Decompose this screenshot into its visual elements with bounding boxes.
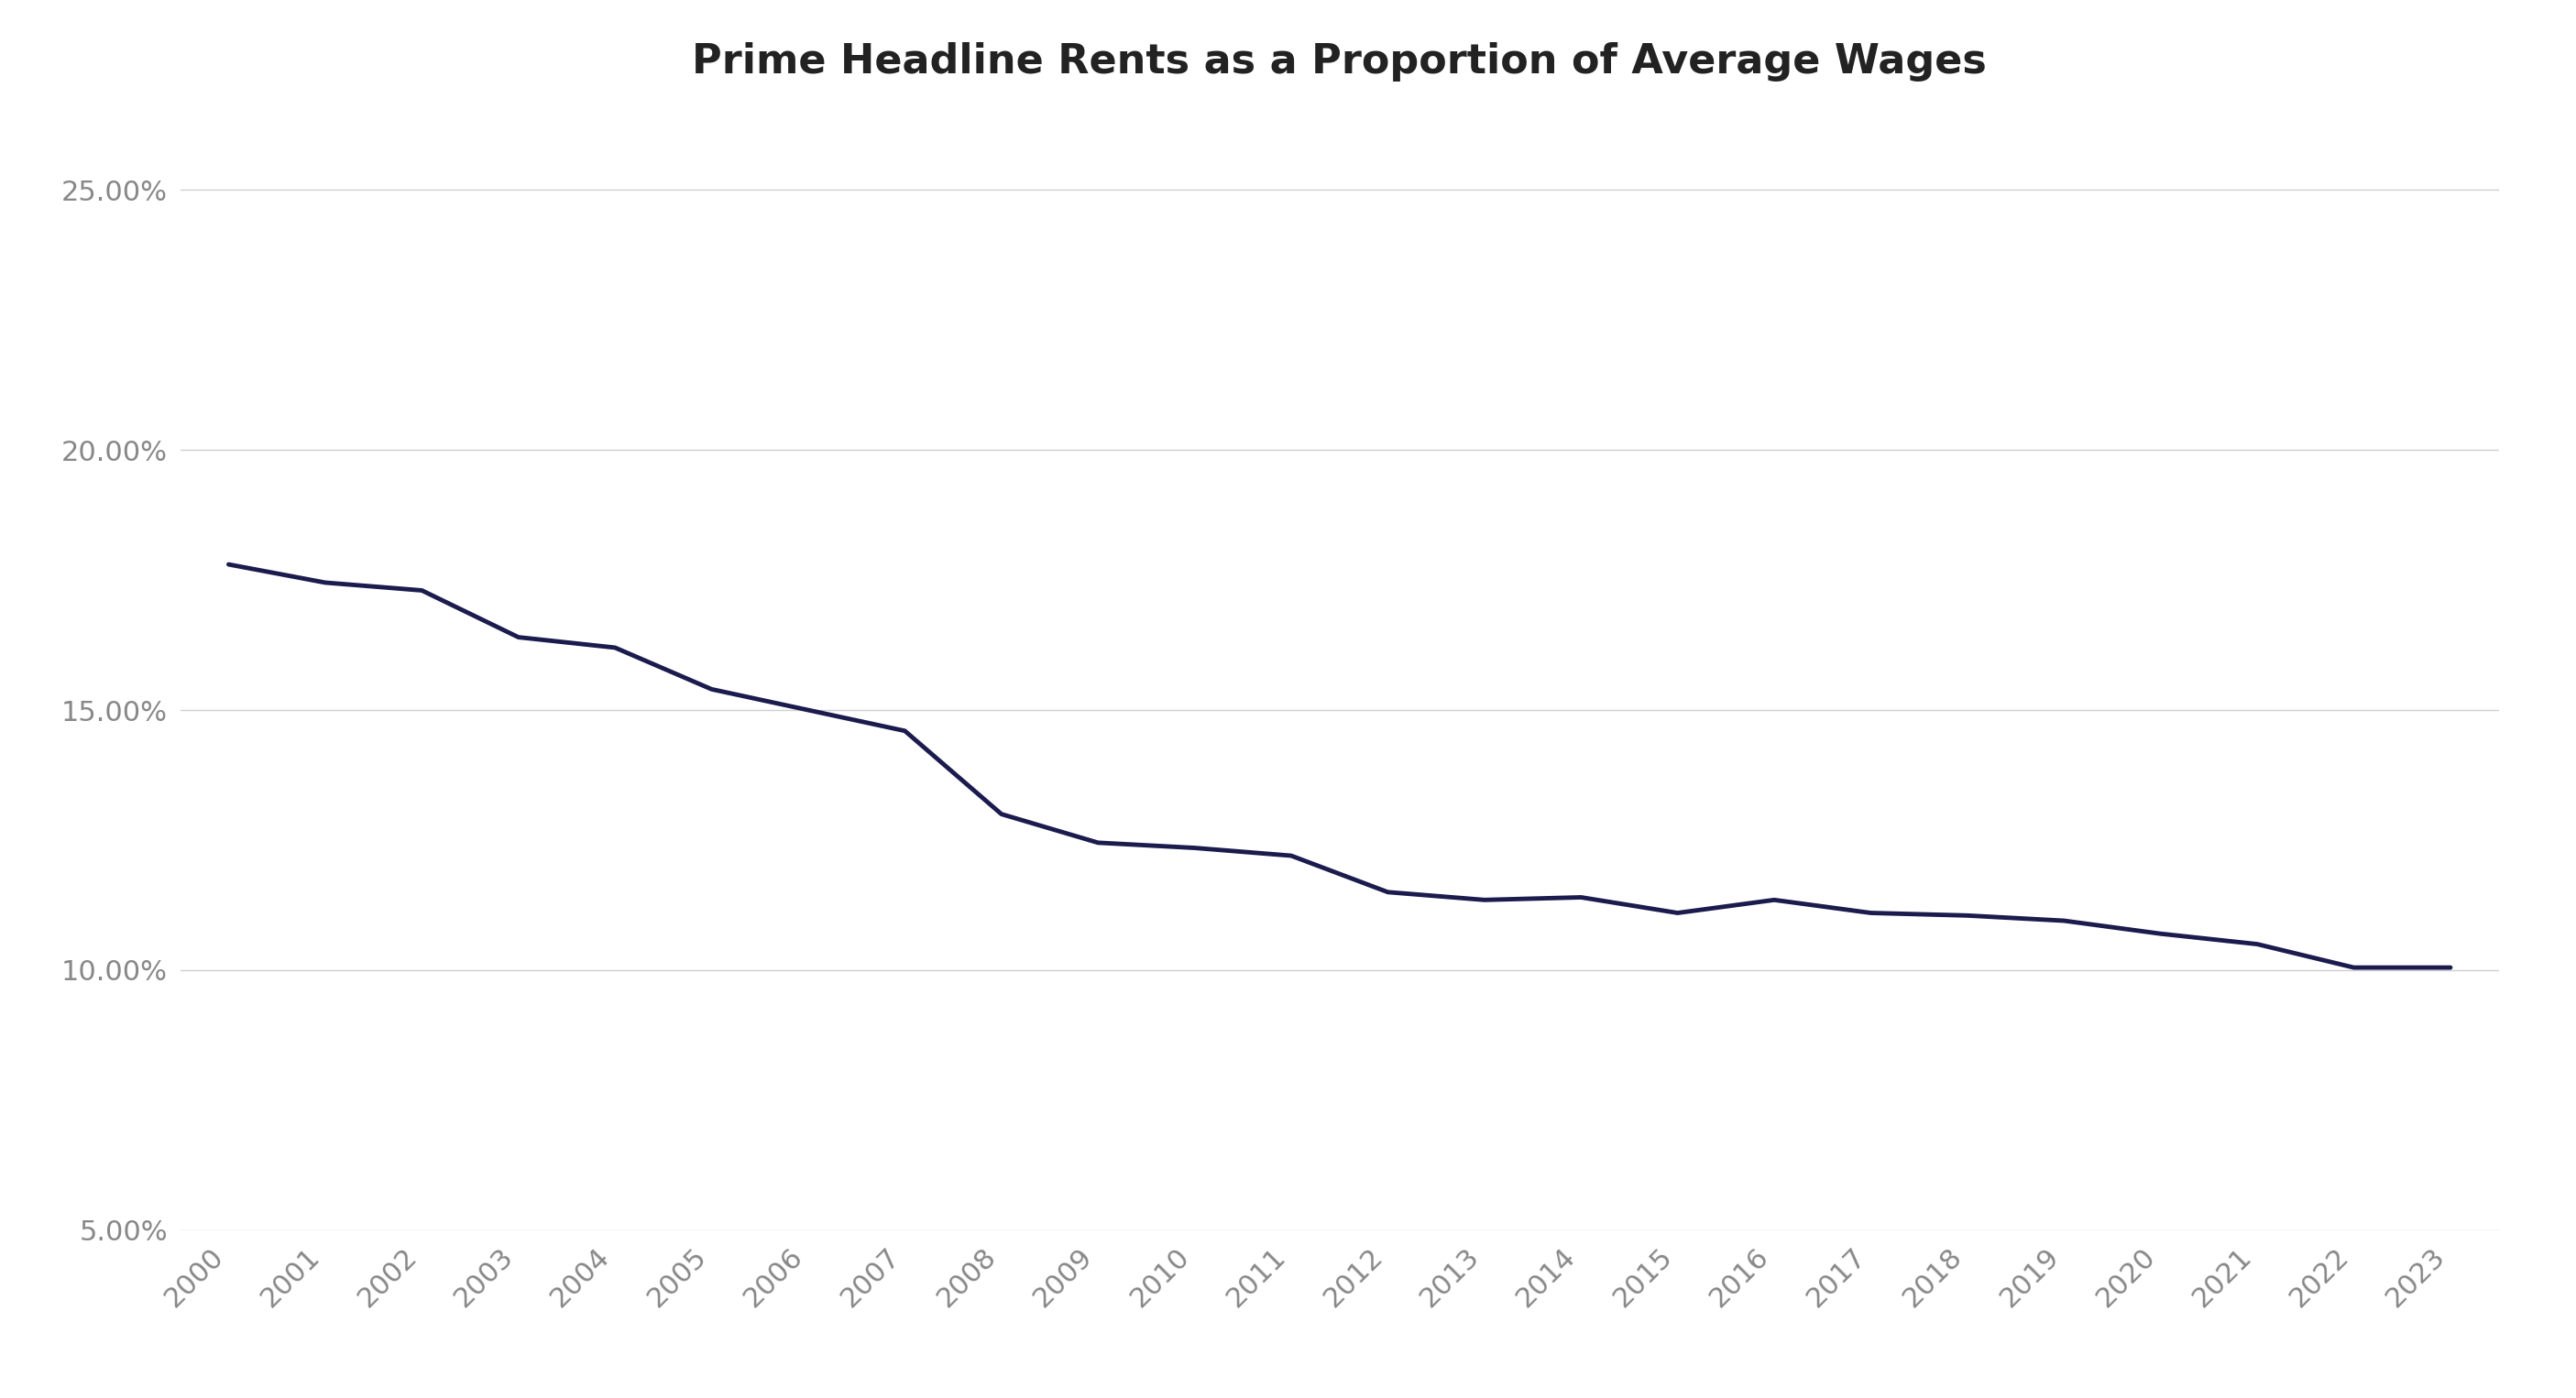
Title: Prime Headline Rents as a Proportion of Average Wages: Prime Headline Rents as a Proportion of … [693,42,1986,82]
